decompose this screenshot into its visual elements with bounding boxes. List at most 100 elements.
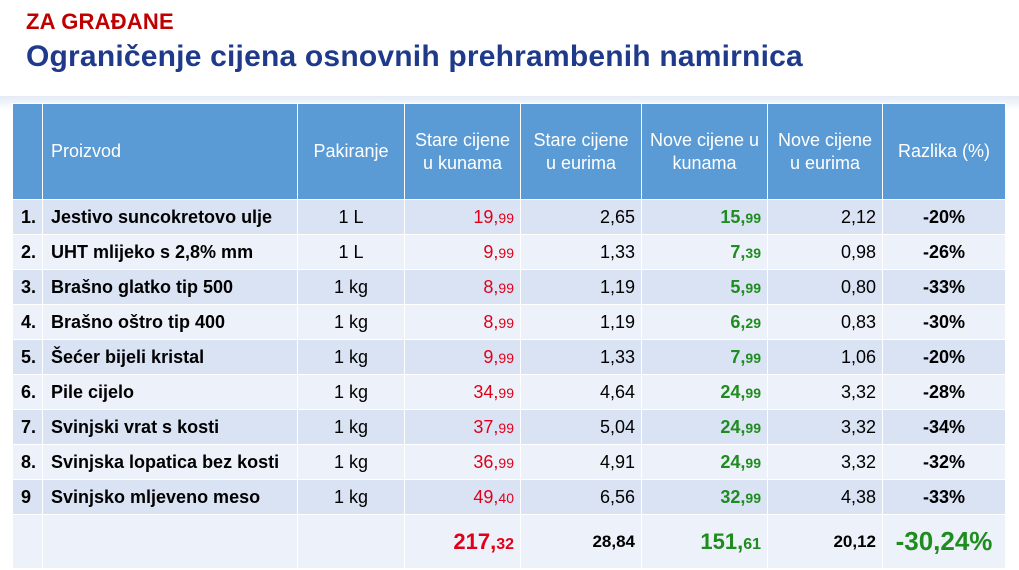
kicker-label: ZA GRAĐANE <box>26 9 174 34</box>
col-difference: Razlika (%) <box>882 103 1006 200</box>
price-difference: -32% <box>882 444 1006 480</box>
total-difference: -30,24% <box>882 514 1006 569</box>
table-row: 9 Svinjsko mljeveno meso 1 kg 49,40 6,56 32,9… <box>12 479 1006 515</box>
table-header-row: Proizvod Pakiranje Stare cijene u kunama… <box>12 103 1006 200</box>
old-price-eur: 1,19 <box>520 304 642 340</box>
product-name: Jestivo suncokretovo ulje <box>42 199 298 235</box>
new-price-eur: 4,38 <box>767 479 883 515</box>
totals-empty-number <box>12 514 43 569</box>
new-price-eur: 3,32 <box>767 444 883 480</box>
new-price-kn: 7,99 <box>641 339 768 375</box>
table-row: 3. Brašno glatko tip 500 1 kg 8,99 1,19 5,99 0… <box>12 269 1006 305</box>
old-price-kn: 49,40 <box>404 479 521 515</box>
old-price-eur: 4,64 <box>520 374 642 410</box>
old-price-kn: 34,99 <box>404 374 521 410</box>
new-price-eur: 0,98 <box>767 234 883 270</box>
price-difference: -30% <box>882 304 1006 340</box>
col-old-price-eur: Stare cijene u eurima <box>520 103 642 200</box>
product-name: Svinjsko mljeveno meso <box>42 479 298 515</box>
col-product: Proizvod <box>42 103 298 200</box>
new-price-eur: 0,83 <box>767 304 883 340</box>
old-price-eur: 4,91 <box>520 444 642 480</box>
row-number: 4. <box>12 304 43 340</box>
totals-row: 217,32 28,84 151,61 20,12 -30,24% <box>12 514 1006 569</box>
new-price-eur: 3,32 <box>767 409 883 445</box>
row-number: 7. <box>12 409 43 445</box>
packaging: 1 kg <box>297 339 405 375</box>
new-price-kn: 24,99 <box>641 444 768 480</box>
price-difference: -34% <box>882 409 1006 445</box>
old-price-kn: 9,99 <box>404 234 521 270</box>
packaging: 1 kg <box>297 409 405 445</box>
old-price-eur: 2,65 <box>520 199 642 235</box>
old-price-eur: 6,56 <box>520 479 642 515</box>
product-name: Šećer bijeli kristal <box>42 339 298 375</box>
row-number: 6. <box>12 374 43 410</box>
col-new-price-eur: Nove cijene u eurima <box>767 103 883 200</box>
packaging: 1 L <box>297 199 405 235</box>
col-packaging: Pakiranje <box>297 103 405 200</box>
total-new-price-eur: 20,12 <box>767 514 883 569</box>
price-difference: -28% <box>882 374 1006 410</box>
old-price-eur: 1,33 <box>520 339 642 375</box>
price-table: Proizvod Pakiranje Stare cijene u kunama… <box>12 103 1006 569</box>
totals-empty-pack <box>297 514 405 569</box>
new-price-eur: 1,06 <box>767 339 883 375</box>
row-number: 3. <box>12 269 43 305</box>
slide-header: ZA GRAĐANE Ograničenje cijena osnovnih p… <box>0 0 1019 98</box>
new-price-kn: 6,29 <box>641 304 768 340</box>
packaging: 1 kg <box>297 479 405 515</box>
row-number: 2. <box>12 234 43 270</box>
table-row: 7. Svinjski vrat s kosti 1 kg 37,99 5,04 24,9… <box>12 409 1006 445</box>
total-old-price-eur: 28,84 <box>520 514 642 569</box>
col-old-price-kn: Stare cijene u kunama <box>404 103 521 200</box>
packaging: 1 kg <box>297 444 405 480</box>
new-price-kn: 24,99 <box>641 374 768 410</box>
price-difference: -33% <box>882 269 1006 305</box>
price-difference: -20% <box>882 199 1006 235</box>
packaging: 1 kg <box>297 269 405 305</box>
old-price-kn: 37,99 <box>404 409 521 445</box>
col-number <box>12 103 43 200</box>
table-row: 4. Brašno oštro tip 400 1 kg 8,99 1,19 6,29 0,… <box>12 304 1006 340</box>
total-old-price-kn: 217,32 <box>404 514 521 569</box>
total-new-price-kn: 151,61 <box>641 514 768 569</box>
table-row: 8. Svinjska lopatica bez kosti 1 kg 36,99 4,… <box>12 444 1006 480</box>
product-name: Brašno glatko tip 500 <box>42 269 298 305</box>
new-price-kn: 24,99 <box>641 409 768 445</box>
old-price-kn: 8,99 <box>404 304 521 340</box>
table-row: 5. Šećer bijeli kristal 1 kg 9,99 1,33 7,99 1,… <box>12 339 1006 375</box>
product-name: Svinjska lopatica bez kosti <box>42 444 298 480</box>
packaging: 1 kg <box>297 304 405 340</box>
col-new-price-kn: Nove cijene u kunama <box>641 103 768 200</box>
table-row: 6. Pile cijelo 1 kg 34,99 4,64 24,99 3,32 -28% <box>12 374 1006 410</box>
price-difference: -20% <box>882 339 1006 375</box>
product-name: Svinjski vrat s kosti <box>42 409 298 445</box>
row-number: 1. <box>12 199 43 235</box>
old-price-kn: 8,99 <box>404 269 521 305</box>
row-number: 5. <box>12 339 43 375</box>
old-price-kn: 9,99 <box>404 339 521 375</box>
new-price-eur: 0,80 <box>767 269 883 305</box>
row-number: 8. <box>12 444 43 480</box>
product-name: Brašno oštro tip 400 <box>42 304 298 340</box>
new-price-eur: 3,32 <box>767 374 883 410</box>
new-price-eur: 2,12 <box>767 199 883 235</box>
product-name: Pile cijelo <box>42 374 298 410</box>
new-price-kn: 7,39 <box>641 234 768 270</box>
packaging: 1 kg <box>297 374 405 410</box>
old-price-kn: 19,99 <box>404 199 521 235</box>
totals-empty-product <box>42 514 298 569</box>
table-row: 2. UHT mlijeko s 2,8% mm 1 L 9,99 1,33 7,39 0,… <box>12 234 1006 270</box>
new-price-kn: 15,99 <box>641 199 768 235</box>
old-price-kn: 36,99 <box>404 444 521 480</box>
old-price-eur: 1,19 <box>520 269 642 305</box>
table-row: 1. Jestivo suncokretovo ulje 1 L 19,99 2,65 1… <box>12 199 1006 235</box>
price-difference: -26% <box>882 234 1006 270</box>
slide-title: Ograničenje cijena osnovnih prehrambenih… <box>26 40 803 73</box>
product-name: UHT mlijeko s 2,8% mm <box>42 234 298 270</box>
packaging: 1 L <box>297 234 405 270</box>
old-price-eur: 5,04 <box>520 409 642 445</box>
new-price-kn: 32,99 <box>641 479 768 515</box>
price-difference: -33% <box>882 479 1006 515</box>
